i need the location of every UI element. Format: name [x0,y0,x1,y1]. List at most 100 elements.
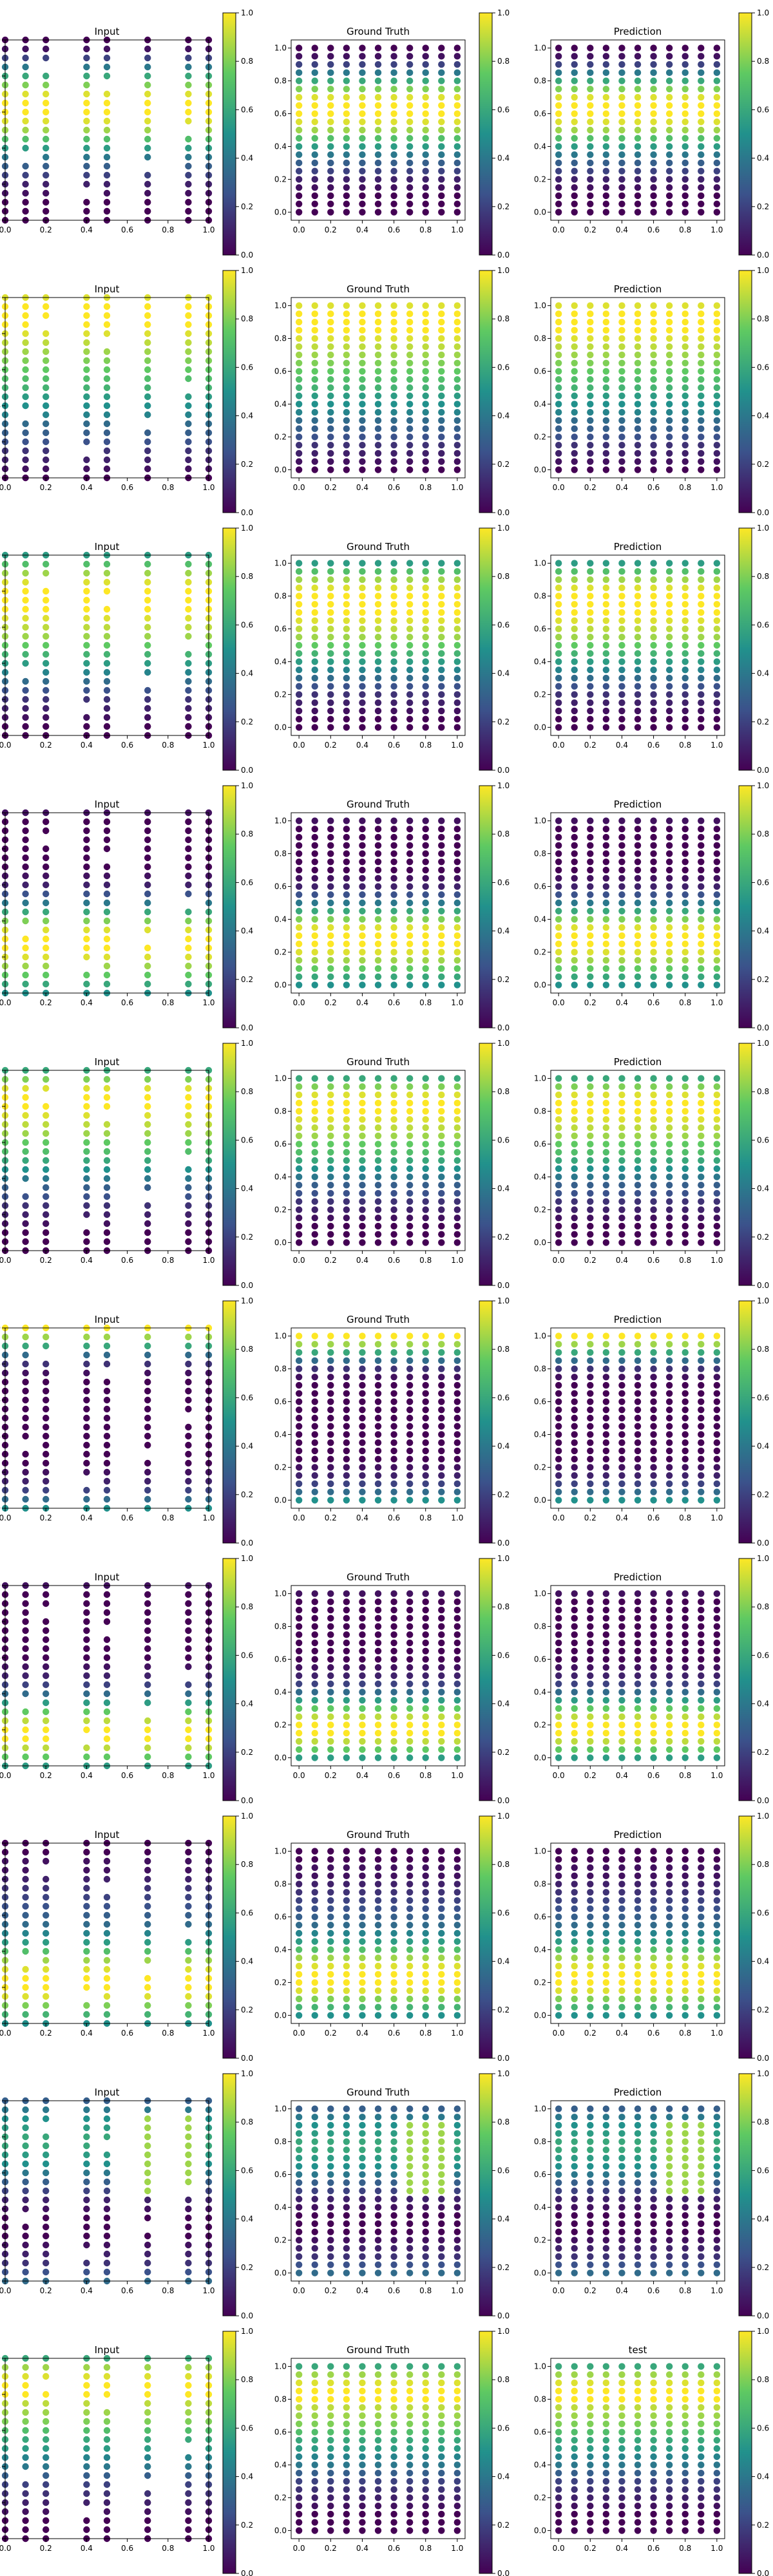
scatter-point [650,1472,657,1479]
scatter-point [602,715,610,723]
scatter-point [83,1148,90,1155]
scatter-point [343,441,350,449]
scatter-points [555,44,721,216]
scatter-point [587,441,594,449]
scatter-point [359,1165,366,1172]
scatter-point [618,891,625,898]
scatter-point [311,842,318,849]
scatter-point [374,715,382,723]
scatter-point [22,596,29,604]
scatter-point [43,1735,50,1743]
scatter-point [438,1631,445,1638]
scatter-point [698,1173,705,1180]
axes-frame [550,1070,725,1251]
scatter-point [618,1472,625,1479]
x-tick-label: 0.6 [647,483,660,492]
scatter-point [438,891,445,898]
scatter-point [698,1423,705,1430]
scatter-point [390,817,397,824]
y-tick-label: 0.2 [0,1725,1,1734]
scatter-point [22,614,29,622]
scatter-point [103,818,111,826]
x-tick-label: 0.6 [647,1513,660,1522]
colorbar-tick-label: 0.8 [757,1345,769,1354]
scatter-point [602,61,610,68]
y-tick-label: 0.2 [0,1210,1,1219]
scatter-point [103,447,111,455]
scatter-point [343,617,350,624]
scatter-point [103,614,111,622]
scatter-point [587,715,594,723]
scatter-point [453,335,461,342]
scatter-point [390,458,397,465]
scatter-point [103,935,111,943]
scatter-point [359,1639,366,1647]
scatter-point [311,167,318,175]
scatter-point [359,1464,366,1471]
scatter-point [390,1455,397,1463]
scatter-point [374,833,382,841]
scatter-point [650,93,657,101]
scatter-point [602,1157,610,1164]
scatter-point [390,691,397,698]
y-tick-label: 0.2 [274,947,287,956]
scatter-point [698,850,705,857]
scatter-point [698,715,705,723]
scatter-point [83,1378,90,1386]
x-tick-label: 0.6 [121,998,133,1007]
scatter-point [103,1360,111,1368]
scatter-point [374,924,382,931]
scatter-point [343,102,350,109]
scatter-point [83,1690,90,1698]
scatter-point [185,881,192,889]
scatter-point [406,143,414,150]
scatter-point [634,401,642,408]
scatter-point [390,707,397,715]
scatter-point [698,110,705,117]
scatter-point [374,167,382,175]
scatter-point [587,433,594,440]
scatter-point [453,1697,461,1704]
scatter-point [602,699,610,706]
scatter-point [311,1639,318,1647]
scatter-point [83,348,90,355]
scatter-point [83,384,90,392]
scatter-points [295,1332,461,1504]
scatter-point [682,916,689,923]
scatter-point [713,159,721,167]
y-tick-label: 1.0 [534,44,546,53]
y-tick-label: 0.6 [534,882,546,891]
scatter-point [438,44,445,52]
scatter-point [327,1672,334,1680]
scatter-point [713,724,721,731]
scatter-point [311,102,318,109]
scatter-point [22,1753,29,1761]
scatter-point [634,1357,642,1365]
scatter-point [453,1165,461,1172]
scatter-point [374,891,382,898]
scatter-point [650,1406,657,1414]
scatter-point [327,441,334,449]
scatter-point [650,1464,657,1471]
scatter-point [438,1398,445,1405]
scatter-point [327,940,334,947]
scatter-point [144,54,151,62]
scatter-point [650,707,657,715]
scatter-point [327,1132,334,1139]
scatter-point [634,1464,642,1471]
scatter-point [406,1680,414,1687]
scatter-point [22,1726,29,1734]
scatter-point [665,667,673,674]
scatter-point [618,1173,625,1180]
scatter-point [311,1124,318,1132]
scatter-point [634,634,642,641]
scatter-point [665,425,673,432]
scatter-point [602,458,610,465]
scatter-point [650,1182,657,1189]
scatter-point [43,1441,50,1449]
scatter-point [618,1222,625,1230]
scatter-point [327,1083,334,1090]
scatter-point [713,110,721,117]
scatter-point [359,1374,366,1381]
scatter-point [438,450,445,457]
